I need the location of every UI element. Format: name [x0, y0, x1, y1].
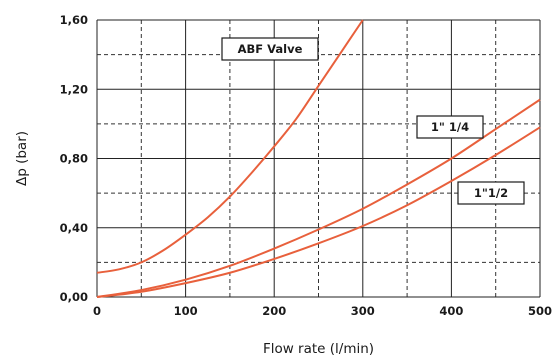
y-tick-label: 0,40 — [60, 221, 88, 235]
series-labels: ABF Valve 1" 1/4 1"1/2 — [221, 37, 525, 205]
x-tick-label: 500 — [528, 304, 552, 318]
series-lines — [96, 19, 541, 298]
series-label-text: 1" 1/4 — [431, 120, 469, 134]
x-tick-label: 200 — [262, 304, 286, 318]
x-tick-label: 400 — [439, 304, 463, 318]
series-label-box — [416, 115, 484, 139]
series-label-text: 1"1/2 — [474, 186, 508, 200]
y-tick-label: 0,00 — [60, 290, 88, 304]
series-label-box — [457, 181, 525, 205]
series-label: ABF Valve — [221, 37, 319, 61]
series-line — [96, 98, 541, 298]
x-tick-label: 300 — [351, 304, 375, 318]
series-label: 1" 1/4 — [416, 115, 484, 139]
series-line — [96, 126, 541, 298]
x-tick-label: 100 — [174, 304, 198, 318]
y-tick-label: 1,60 — [60, 13, 88, 27]
series-label-box — [221, 37, 319, 61]
series-line — [96, 19, 364, 274]
series-label: 1"1/2 — [457, 181, 525, 205]
x-tick-labels: 0 100 200 300 400 500 — [93, 304, 552, 318]
y-tick-labels: 0,00 0,40 0,80 1,20 1,60 — [60, 13, 88, 304]
x-tick-label: 0 — [93, 304, 101, 318]
y-tick-label: 0,80 — [60, 152, 88, 166]
x-axis-title: Flow rate (l/min) — [263, 341, 374, 357]
grid — [96, 19, 541, 298]
y-axis-title: Δp (bar) — [14, 131, 30, 186]
series-label-text: ABF Valve — [238, 42, 303, 56]
y-tick-label: 1,20 — [60, 82, 88, 96]
